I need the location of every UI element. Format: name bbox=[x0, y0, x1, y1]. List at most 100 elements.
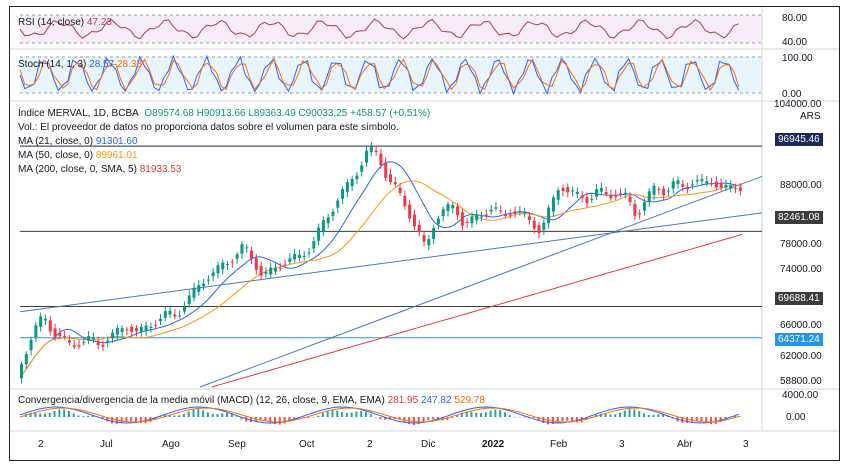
ma21-label: MA (21, close, 0) bbox=[18, 136, 94, 147]
macd-histogram-bar bbox=[355, 411, 358, 417]
macd-histogram-bar bbox=[101, 417, 104, 419]
candle-body bbox=[369, 146, 373, 153]
macd-histogram-bar bbox=[623, 410, 626, 417]
candle-body bbox=[734, 188, 738, 190]
macd-histogram-bar bbox=[403, 417, 406, 422]
candle-body bbox=[168, 310, 172, 315]
candle-body bbox=[34, 325, 38, 337]
candle-body bbox=[379, 153, 383, 166]
chart-canvas[interactable] bbox=[10, 7, 839, 460]
candle-body bbox=[542, 222, 546, 230]
stoch-k-line bbox=[19, 54, 740, 96]
candle-body bbox=[393, 182, 397, 185]
macd-histogram-bar bbox=[465, 411, 468, 417]
macd-hist-value: 281.95 bbox=[387, 395, 419, 406]
candle-body bbox=[211, 272, 215, 277]
macd-histogram-bar bbox=[657, 414, 660, 417]
macd-histogram-bar bbox=[29, 412, 32, 417]
x-label-7: 2022 bbox=[482, 439, 505, 450]
candle-body bbox=[695, 180, 699, 182]
ma50-legend: MA (50, close, 0) 89961.01 bbox=[18, 150, 138, 161]
macd-histogram-bar bbox=[513, 416, 516, 418]
candle-body bbox=[350, 178, 354, 187]
volume-note: Vol.: El proveedor de datos no proporcio… bbox=[18, 122, 399, 133]
macd-histogram-bar bbox=[714, 417, 717, 424]
macd-histogram-bar bbox=[245, 417, 248, 422]
candle-body bbox=[642, 202, 646, 211]
candle-body bbox=[336, 200, 340, 208]
macd-histogram-bar bbox=[724, 417, 727, 420]
macd-histogram-bar bbox=[278, 417, 281, 425]
macd-histogram-bar bbox=[360, 410, 363, 417]
macd-histogram-bar bbox=[226, 413, 229, 417]
candle-body bbox=[470, 216, 474, 224]
macd-line bbox=[19, 406, 739, 424]
candle-body bbox=[230, 261, 234, 263]
candle-body bbox=[666, 190, 670, 192]
candle-body bbox=[681, 184, 685, 187]
macd-histogram-bar bbox=[125, 417, 128, 422]
candle-body bbox=[182, 306, 186, 312]
macd-histogram-bar bbox=[341, 412, 344, 417]
candle-body bbox=[293, 253, 297, 260]
candle-body bbox=[446, 204, 450, 212]
macd-histogram-bar bbox=[120, 417, 123, 423]
candle-body bbox=[288, 258, 292, 262]
macd-histogram-bar bbox=[503, 412, 506, 417]
macd-histogram-bar bbox=[53, 410, 56, 417]
macd-histogram-bar bbox=[532, 417, 535, 418]
candle-body bbox=[144, 325, 148, 331]
stoch-level-0: 0.00 bbox=[782, 89, 802, 100]
candle-body bbox=[590, 198, 594, 200]
candle-body bbox=[595, 189, 599, 197]
candle-body bbox=[269, 267, 273, 275]
candle-body bbox=[202, 283, 206, 287]
macd-histogram-bar bbox=[436, 417, 439, 420]
currency-label: ARS bbox=[800, 111, 821, 122]
candle-body bbox=[494, 207, 498, 209]
macd-histogram-bar bbox=[480, 413, 483, 417]
candle-body bbox=[312, 241, 316, 249]
candle-body bbox=[331, 211, 335, 216]
macd-histogram-bar bbox=[365, 411, 368, 417]
candle-body bbox=[87, 336, 91, 341]
candle-body bbox=[436, 218, 440, 225]
candle-body bbox=[575, 191, 579, 194]
candle-body bbox=[686, 187, 690, 190]
candle-body bbox=[187, 295, 191, 305]
candle-body bbox=[628, 196, 632, 202]
candle-body bbox=[503, 214, 507, 216]
rsi-title: RSI (14, close) bbox=[18, 17, 85, 28]
macd-histogram-bar bbox=[259, 417, 262, 421]
macd-histogram-bar bbox=[523, 416, 526, 418]
macd-histogram-bar bbox=[321, 413, 324, 417]
macd-histogram-bar bbox=[489, 410, 492, 417]
candle-body bbox=[259, 265, 263, 276]
candle-body bbox=[29, 339, 33, 351]
x-label-6: Dic bbox=[421, 439, 436, 450]
candle-body bbox=[101, 344, 105, 347]
macd-histogram-bar bbox=[705, 417, 708, 423]
candle-body bbox=[523, 212, 527, 214]
ma50-label: MA (50, close, 0) bbox=[18, 150, 94, 161]
macd-histogram-bar bbox=[484, 412, 487, 417]
stoch-d-line bbox=[19, 58, 740, 92]
macd-histogram-bar bbox=[609, 414, 612, 417]
macd-histogram-bar bbox=[326, 410, 329, 417]
trendline-upper bbox=[19, 212, 763, 313]
candle-body bbox=[206, 279, 210, 281]
macd-histogram-bar bbox=[566, 417, 569, 421]
macd-histogram-bar bbox=[264, 417, 267, 421]
macd-histogram-bar bbox=[235, 416, 238, 417]
candle-body bbox=[662, 188, 666, 196]
macd-histogram-bar bbox=[518, 417, 521, 418]
candle-body bbox=[508, 214, 512, 216]
ma200-label: MA (200, close, 0, SMA, 5) bbox=[18, 164, 137, 175]
macd-histogram-bar bbox=[192, 409, 195, 417]
candle-body bbox=[91, 337, 95, 340]
candle-body bbox=[221, 262, 225, 270]
macd-histogram-bar bbox=[710, 417, 713, 424]
main-legend-title: Índice MERVAL, 1D, BCBA O89574.68 H90913… bbox=[18, 108, 430, 119]
candle-body bbox=[240, 244, 244, 254]
candle-body bbox=[345, 182, 349, 192]
